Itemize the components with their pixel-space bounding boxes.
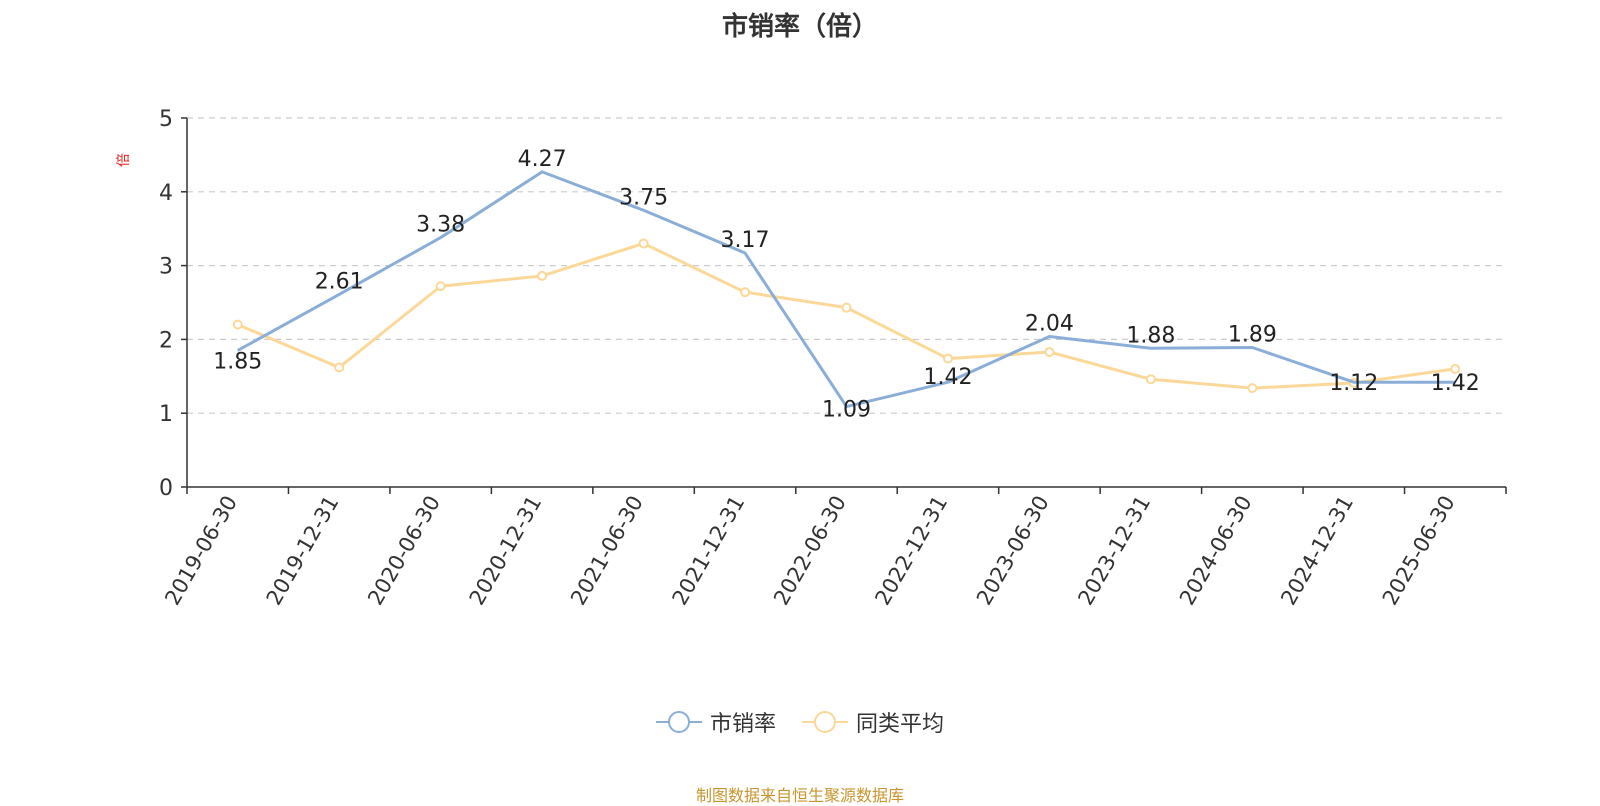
data-label: 4.27: [518, 147, 567, 172]
y-tick-label: 2: [159, 328, 173, 353]
data-label: 1.85: [213, 349, 262, 374]
data-label: 1.09: [822, 398, 871, 423]
series-2-point: [1247, 383, 1258, 394]
data-label: 1.42: [923, 365, 972, 390]
data-label: 2.04: [1025, 311, 1074, 336]
series-2-point: [1450, 363, 1461, 374]
y-tick-label: 0: [159, 476, 173, 501]
data-label: 3.17: [721, 228, 770, 253]
series-2-point: [334, 362, 345, 373]
legend-label-series-1: 市销率: [709, 712, 776, 737]
legend-item-series-1[interactable]: 市销率: [655, 706, 776, 738]
series-2-point: [942, 353, 953, 364]
x-tick-label: 2019-12-31: [262, 492, 344, 610]
source-note: 制图数据来自恒生聚源数据库: [695, 786, 904, 805]
x-tick-label: 2020-06-30: [363, 491, 445, 609]
x-tick-label: 2025-06-30: [1378, 492, 1460, 610]
data-label: 3.38: [416, 213, 465, 238]
x-tick-label: 2023-12-31: [1073, 492, 1155, 610]
x-tick-label: 2022-06-30: [769, 492, 851, 610]
legend-swatch-series-1-icon: [655, 711, 702, 733]
series-2-point: [232, 319, 243, 330]
y-tick-label: 4: [159, 181, 173, 206]
x-tick-label: 2023-06-30: [972, 492, 1054, 610]
x-tick-label: 2021-06-30: [566, 492, 648, 610]
legend-swatch-series-2-icon: [802, 711, 848, 733]
series-2-point: [841, 302, 852, 313]
series-line-1: [237, 170, 1456, 409]
y-tick-label: 1: [159, 402, 173, 427]
series-2-point: [638, 238, 649, 249]
data-label: 1.42: [1431, 371, 1480, 396]
series-2-point: [1145, 374, 1156, 385]
series-2-point: [740, 287, 751, 298]
x-tick-label: 2022-12-31: [870, 492, 952, 610]
x-tick-label: 2019-06-30: [160, 492, 242, 610]
x-tick-label: 2024-12-31: [1276, 492, 1358, 610]
x-tick-label: 2021-12-31: [668, 492, 750, 610]
y-tick-label: 5: [159, 107, 173, 132]
x-tick-label: 2020-12-31: [465, 492, 547, 610]
legend-label-series-2: 同类平均: [856, 712, 945, 737]
series-2-point: [537, 270, 548, 281]
line-chart: 0 1 2 3 4 5 2019-06-30 2019-12-31 2020-06-30 2020…: [159, 107, 1507, 610]
data-label: 3.75: [619, 185, 668, 210]
x-tick-label: 2024-06-30: [1175, 492, 1257, 610]
legend-item-series-2[interactable]: 同类平均: [802, 706, 944, 738]
y-tick-label: 3: [159, 255, 173, 280]
series-2-point: [1044, 346, 1055, 357]
data-label: 1.89: [1228, 323, 1277, 348]
data-label: 2.61: [315, 269, 364, 294]
chart-title: 市销率（倍）: [721, 12, 878, 42]
series-2-point: [435, 281, 446, 292]
legend: 市销率 同类平均: [0, 706, 1600, 738]
data-label: 1.12: [1329, 371, 1378, 396]
data-label: 1.88: [1126, 323, 1175, 348]
